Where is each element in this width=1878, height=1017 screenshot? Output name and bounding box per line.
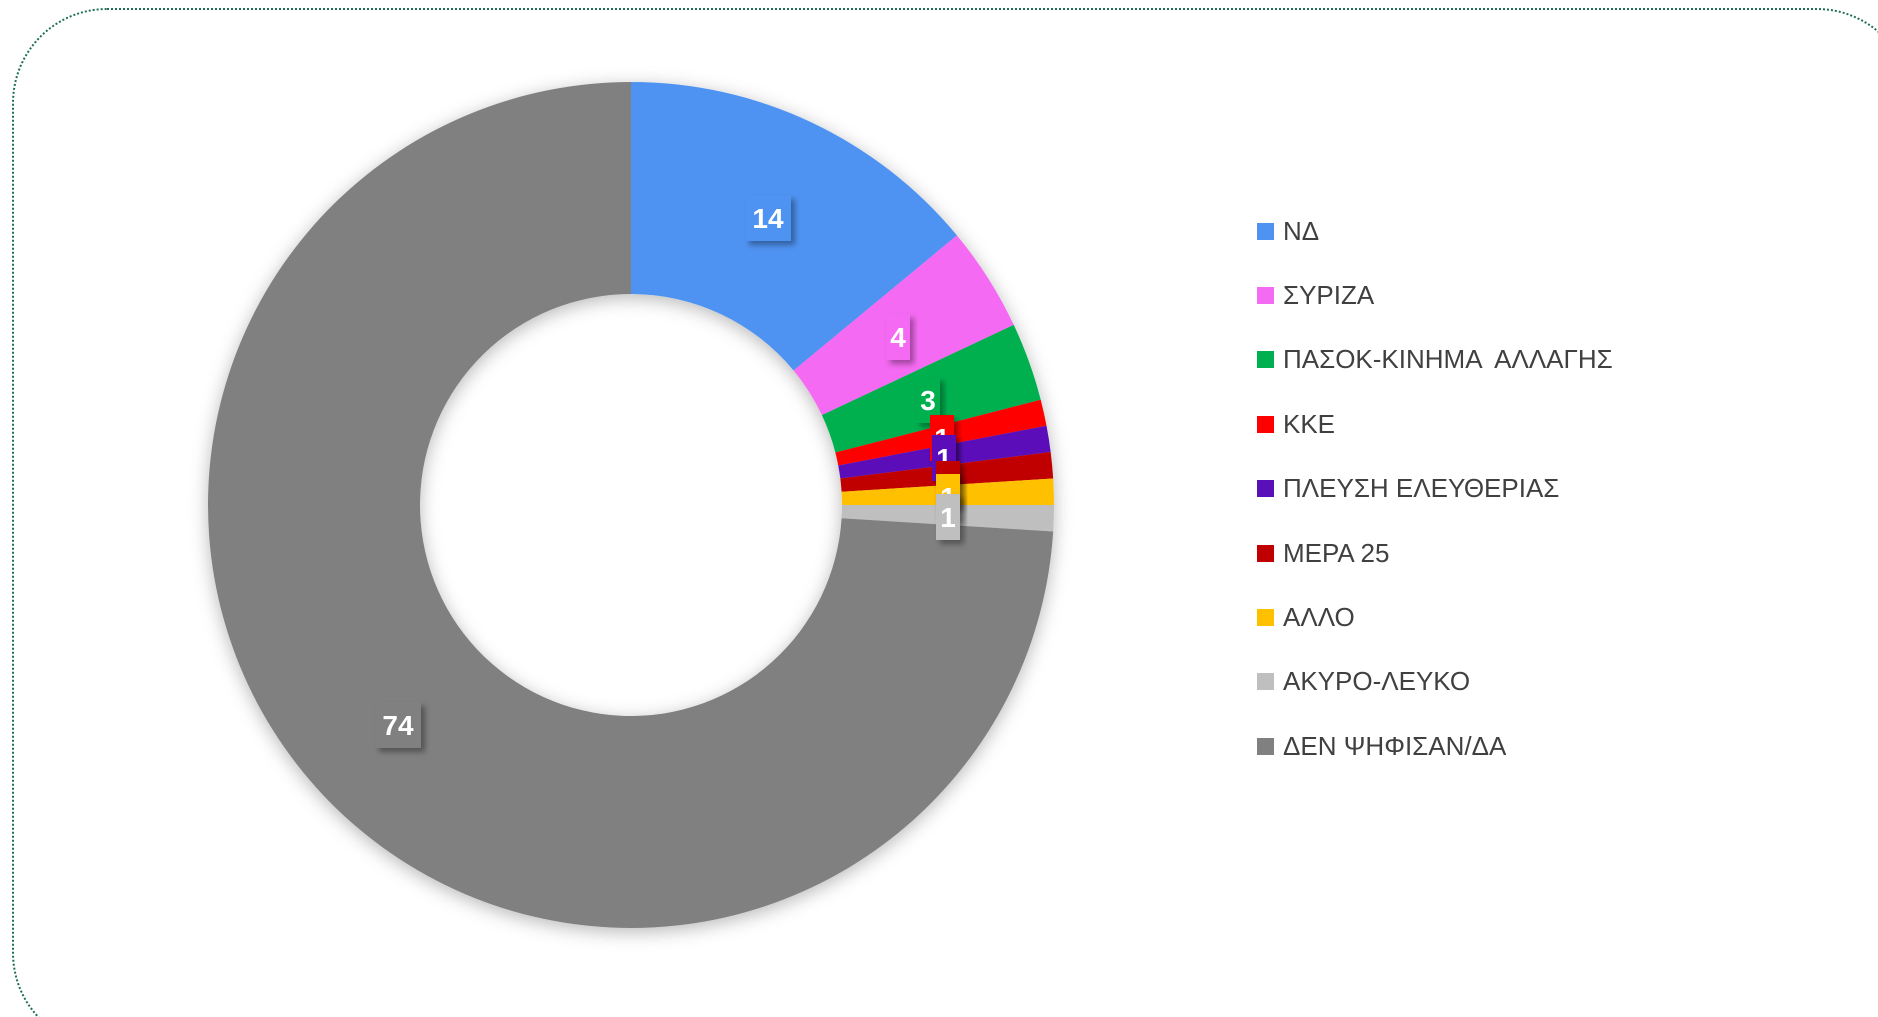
data-label-text: 74 xyxy=(382,710,414,741)
legend-item: ΚΚΕ xyxy=(1257,392,1613,456)
legend-swatch xyxy=(1257,673,1274,691)
legend-item: ΠΑΣΟΚ-ΚΙΝΗΜΑ ΑΛΛΑΓΗΣ xyxy=(1257,328,1613,392)
legend-label: ΔΕΝ ΨΗΦΙΣΑΝ/ΔΑ xyxy=(1283,730,1507,761)
data-label: 14 xyxy=(745,195,791,241)
data-label-box xyxy=(886,314,910,360)
donut-slice xyxy=(631,82,957,371)
legend-item: ΠΛΕΥΣΗ ΕΛΕΥΘΕΡΙΑΣ xyxy=(1257,457,1613,521)
legend-item: ΔΕΝ ΨΗΦΙΣΑΝ/ΔΑ xyxy=(1257,714,1613,778)
chart-legend: ΝΔ ΣΥΡΙΖΑ ΠΑΣΟΚ-ΚΙΝΗΜΑ ΑΛΛΑΓΗΣ ΚΚΕ ΠΛΕΥΣΗ ΕΛ… xyxy=(1257,199,1613,779)
chart-frame xyxy=(12,8,1878,1017)
data-labels: 14431111174 xyxy=(375,195,960,748)
data-label-text: 4 xyxy=(890,322,906,353)
legend-label: ΑΛΛΟ xyxy=(1283,602,1355,633)
legend-swatch xyxy=(1257,737,1274,755)
legend-swatch xyxy=(1257,415,1274,433)
data-label-box xyxy=(745,195,791,241)
legend-swatch xyxy=(1257,480,1274,498)
legend-label: ΣΥΡΙΖΑ xyxy=(1283,280,1375,311)
legend-swatch xyxy=(1257,544,1274,562)
data-label-text: 1 xyxy=(940,502,956,533)
legend-swatch xyxy=(1257,351,1274,369)
legend-swatch xyxy=(1257,287,1274,305)
data-label: 4 xyxy=(886,314,910,360)
legend-label: ΜΕΡΑ 25 xyxy=(1283,537,1390,568)
legend-item: ΑΛΛΟ xyxy=(1257,585,1613,649)
data-label: 1 xyxy=(936,494,960,540)
donut-slices xyxy=(207,82,1054,928)
legend-label: ΠΛΕΥΣΗ ΕΛΕΥΘΕΡΙΑΣ xyxy=(1283,473,1560,504)
legend-item: ΝΔ xyxy=(1257,199,1613,263)
legend-swatch xyxy=(1257,222,1274,240)
data-label-box xyxy=(936,494,960,540)
data-label-text: 14 xyxy=(752,203,784,234)
data-label: 74 xyxy=(375,702,421,748)
legend-label: ΠΑΣΟΚ-ΚΙΝΗΜΑ ΑΛΛΑΓΗΣ xyxy=(1283,344,1613,375)
data-label-box xyxy=(375,702,421,748)
legend-label: ΚΚΕ xyxy=(1283,408,1336,439)
legend-swatch xyxy=(1257,609,1274,627)
legend-item: ΣΥΡΙΖΑ xyxy=(1257,263,1613,327)
data-label-text: 3 xyxy=(920,385,936,416)
legend-item: ΑΚΥΡΟ-ΛΕΥΚΟ xyxy=(1257,650,1613,714)
legend-label: ΝΔ xyxy=(1283,215,1320,246)
legend-item: ΜΕΡΑ 25 xyxy=(1257,521,1613,585)
legend-label: ΑΚΥΡΟ-ΛΕΥΚΟ xyxy=(1283,666,1471,697)
